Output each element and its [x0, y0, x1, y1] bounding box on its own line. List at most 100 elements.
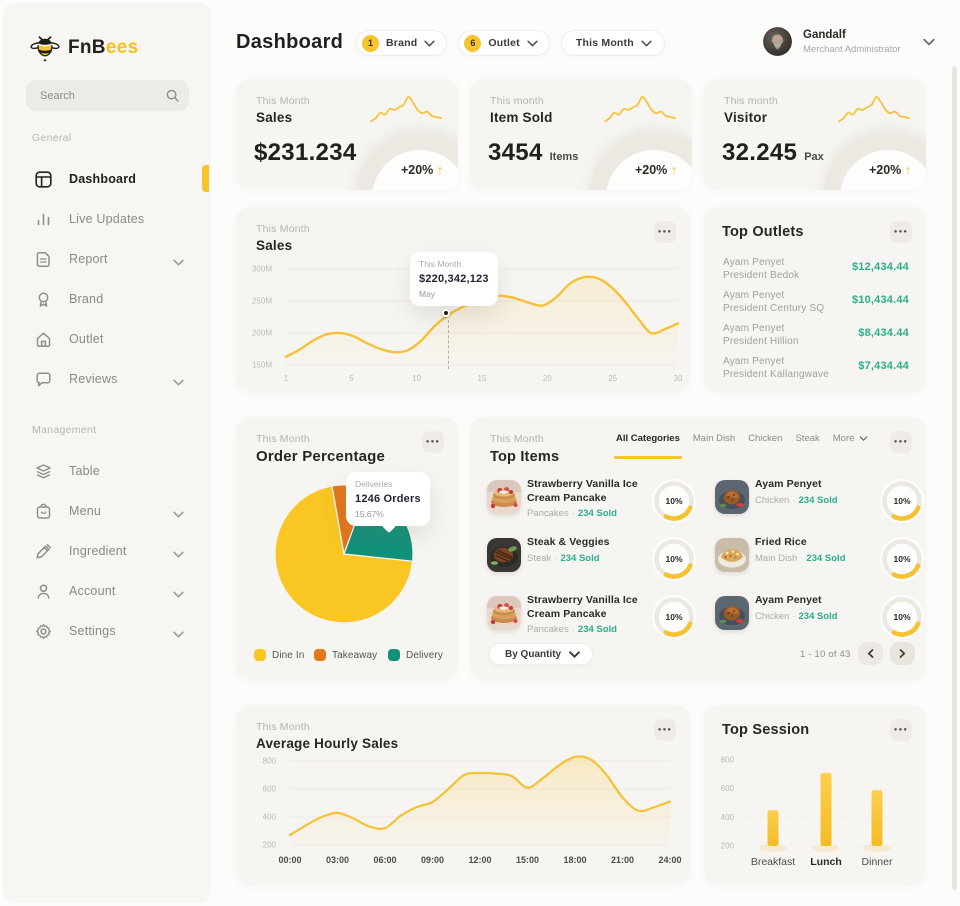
sidebar-item-account[interactable]: Account — [4, 572, 210, 610]
search-input[interactable] — [40, 89, 166, 102]
tab-chicken[interactable]: Chicken — [748, 433, 782, 444]
filter-outlet[interactable]: 6 Outlet — [458, 30, 550, 56]
settings-icon — [35, 623, 52, 640]
item-sold-count: 234 Sold — [560, 552, 600, 564]
item-sold-count: 234 Sold — [806, 552, 846, 564]
item-sold-count: 234 Sold — [798, 610, 838, 622]
more-options-button[interactable]: ●●● — [890, 719, 912, 741]
logo-text: FnBees — [68, 36, 139, 58]
sidebar-item-table[interactable]: Table — [4, 452, 210, 490]
chevron-down-icon — [569, 650, 580, 658]
food-photo-steak — [487, 538, 521, 572]
sidebar-item-dashboard[interactable]: Dashboard — [4, 160, 210, 198]
card-period: This Month — [256, 433, 310, 445]
legend-item-dine-in: Dine In — [254, 649, 304, 661]
svg-text:12:00: 12:00 — [468, 855, 491, 865]
active-item-indicator — [202, 165, 209, 192]
filter-brand[interactable]: 1 Brand — [356, 30, 448, 56]
pagination-next-button[interactable] — [890, 642, 915, 665]
category-tabs: All Categories Main Dish Chicken Steak More — [614, 433, 869, 459]
search-box[interactable] — [26, 80, 189, 111]
outlet-row[interactable]: Ayam Penyet President Bedok $12,434.44 — [723, 256, 909, 286]
stat-card-visitor: This month Visitor 32.245 Pax +20% ↑ — [704, 79, 926, 190]
item-info: Fried Rice Main Dish · 234 Sold — [755, 536, 873, 564]
item-category: Main Dish — [755, 552, 798, 564]
more-options-button[interactable]: ●●● — [890, 221, 912, 243]
top-item-row[interactable]: Strawberry Vanilla Ice Cream Pancake Panc… — [487, 594, 697, 640]
sidebar-item-reviews[interactable]: Reviews — [4, 360, 210, 398]
sidebar-item-menu[interactable]: Menu — [4, 492, 210, 530]
svg-text:10%: 10% — [893, 554, 910, 564]
tooltip-label: Deliveries — [355, 479, 393, 489]
top-item-row[interactable]: Fried Rice Main Dish · 234 Sold 10% — [715, 536, 925, 582]
more-options-button[interactable]: ●●● — [890, 431, 912, 453]
more-options-button[interactable]: ●●● — [654, 221, 676, 243]
tooltip-label: This Month — [419, 259, 462, 269]
item-percent-ring: 10% — [879, 536, 925, 582]
tab-main-dish[interactable]: Main Dish — [693, 433, 735, 444]
top-item-row[interactable]: Steak & Veggies Steak · 234 Sold 10% — [487, 536, 697, 582]
stat-unit: Pax — [804, 151, 824, 163]
pagination-prev-button[interactable] — [858, 642, 883, 665]
svg-text:10%: 10% — [665, 612, 682, 622]
svg-text:30: 30 — [674, 374, 683, 383]
tab-all-categories[interactable]: All Categories — [614, 433, 682, 459]
user-menu[interactable]: Gandalf Merchant Administrator — [763, 27, 935, 56]
sparkline-chart — [370, 96, 442, 123]
card-title: Average Hourly Sales — [256, 736, 399, 751]
user-role: Merchant Administrator — [803, 43, 901, 55]
top-item-row[interactable]: Ayam Penyet Chicken · 234 Sold 10% — [715, 594, 925, 640]
sidebar-item-settings[interactable]: Settings — [4, 612, 210, 650]
tab-label: Main Dish — [692, 433, 736, 444]
outlet-name: Ayam Penyet President Kallangwave — [723, 356, 829, 380]
stat-value: 3454 — [488, 139, 543, 166]
sort-by-quantity-dropdown[interactable]: By Quantity — [489, 643, 594, 665]
more-options-button[interactable]: ●●● — [422, 431, 444, 453]
item-sold-count: 234 Sold — [577, 624, 617, 635]
more-options-button[interactable]: ●●● — [654, 719, 676, 741]
sidebar-item-label: Report — [69, 252, 108, 266]
stat-title: Visitor — [724, 110, 768, 125]
tab-more[interactable]: More — [833, 433, 869, 444]
outlet-icon — [35, 331, 52, 348]
svg-text:800: 800 — [721, 756, 735, 765]
legend-item-delivery: Delivery — [388, 649, 443, 661]
item-title: Ayam Penyet — [755, 478, 822, 490]
outlet-row[interactable]: Ayam Penyet President Century SQ $10,434.4… — [723, 289, 909, 319]
legend-swatch — [254, 649, 266, 661]
page-title: Dashboard — [236, 31, 344, 53]
sidebar-item-live-updates[interactable]: Live Updates — [4, 200, 210, 238]
item-category: Steak — [527, 552, 552, 564]
item-percent-ring: 10% — [879, 594, 925, 640]
item-info: Strawberry Vanilla Ice Cream Pancake Panc… — [527, 478, 645, 519]
up-arrow-icon: ↑ — [904, 163, 912, 177]
food-photo-pancake — [487, 596, 521, 630]
sidebar-item-ingredient[interactable]: Ingredient — [4, 532, 210, 570]
outlet-row[interactable]: Ayam Penyet President Kallangwave $7,434.4… — [723, 355, 909, 385]
top-item-row[interactable]: Strawberry Vanilla Ice Cream Pancake Panc… — [487, 478, 697, 524]
chevron-down-icon — [859, 436, 868, 441]
sidebar-item-label: Outlet — [69, 332, 104, 346]
sidebar-item-outlet[interactable]: Outlet — [4, 320, 210, 358]
sidebar: FnBees General Dashboard Live Updates Repor… — [4, 4, 210, 902]
scrollbar-thumb[interactable] — [952, 66, 957, 890]
filter-this-month[interactable]: This Month — [560, 30, 665, 56]
sidebar-item-report[interactable]: Report — [4, 240, 210, 278]
outlet-row[interactable]: Ayam Penyet President Hillion $8,434.44 — [723, 322, 909, 352]
food-photo-chicken — [715, 480, 749, 514]
card-title: Top Items — [490, 449, 560, 465]
svg-text:10: 10 — [412, 374, 421, 383]
item-category: Chicken — [755, 494, 790, 506]
stat-value: 32.245 — [722, 139, 798, 166]
food-photo-rice — [715, 538, 749, 572]
top-outlets-card: Top Outlets ●●● Ayam Penyet President Bed… — [704, 207, 926, 392]
stat-ring-decoration — [823, 133, 926, 190]
svg-text:25: 25 — [608, 374, 617, 383]
tab-steak[interactable]: Steak — [795, 433, 819, 444]
top-item-row[interactable]: Ayam Penyet Chicken · 234 Sold 10% — [715, 478, 925, 524]
svg-text:5: 5 — [349, 374, 354, 383]
sidebar-item-brand[interactable]: Brand — [4, 280, 210, 318]
filter-label: Outlet — [488, 37, 520, 49]
chart-cursor-line — [448, 320, 450, 369]
